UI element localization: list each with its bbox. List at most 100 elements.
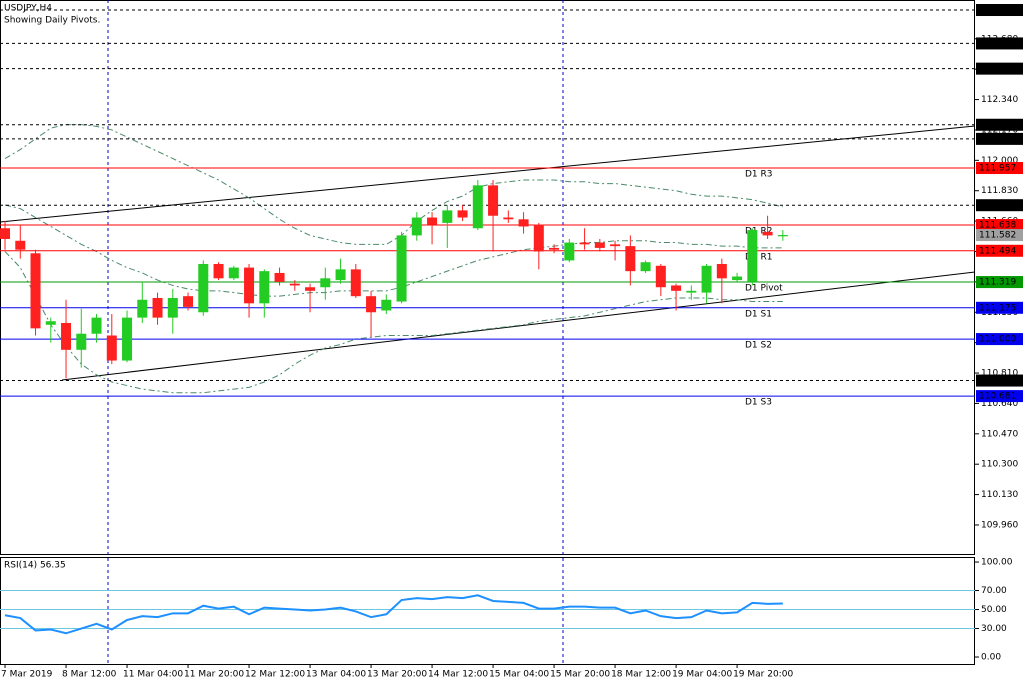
symbol-title: USDJPY,H4 [4, 4, 52, 14]
y-tick-label: 0.00 [981, 653, 1001, 663]
candle-body [701, 265, 712, 293]
candle-body [777, 235, 788, 237]
rsi-line [4, 594, 783, 635]
candle-body [350, 269, 361, 297]
pivot-label: 111.319 [979, 278, 1016, 288]
x-tick-label: 19 Mar 04:00 [672, 670, 732, 680]
candle-body [183, 296, 194, 307]
level-box [976, 132, 1023, 145]
candle-body [625, 246, 636, 272]
x-tick-label: 11 Mar 20:00 [184, 670, 244, 680]
candle-body [244, 267, 255, 304]
subtitle: Showing Daily Pivots. [4, 16, 100, 26]
candle-body [442, 210, 453, 223]
candle-body [122, 317, 133, 361]
y-tick-label: 50.00 [981, 605, 1007, 615]
pivot-label: D1 S3 [745, 398, 772, 408]
x-tick-label: 15 Mar 20:00 [550, 670, 610, 680]
candle-body [213, 264, 224, 279]
candle-body [152, 297, 163, 318]
candle-body [106, 335, 117, 361]
x-tick-label: 7 Mar 2019 [1, 670, 53, 680]
pivot-label: D1 Pivot [745, 284, 783, 294]
x-tick-label: 15 Mar 04:00 [489, 670, 549, 680]
x-tick-label: 14 Mar 12:00 [428, 670, 488, 680]
x-tick-label: 13 Mar 04:00 [306, 670, 366, 680]
pivot-label: D1 R2 [745, 227, 773, 237]
y-tick-label: 110.130 [981, 490, 1018, 500]
pivot-label: D1 R1 [745, 252, 773, 262]
candle-body [732, 276, 743, 281]
main-frame [0, 0, 975, 555]
level-label: 112.120 [979, 134, 1016, 144]
candle-body [30, 253, 41, 329]
candle-body [594, 242, 605, 248]
pivot-box [976, 333, 1023, 346]
candle-body [366, 296, 377, 313]
pivot-label: D1 S2 [745, 341, 772, 351]
candle-body [533, 224, 544, 252]
rsi-title: RSI(14) 56.35 [4, 561, 66, 571]
level-box [976, 62, 1023, 75]
level-label: 111.749 [979, 201, 1016, 211]
level-box [976, 374, 1023, 387]
y-tick-label: 110.640 [981, 399, 1018, 409]
candle-body [640, 262, 651, 272]
level-label: 112.513 [979, 64, 1016, 74]
candle-body [579, 242, 590, 245]
candle-body [91, 317, 102, 334]
candle-body [671, 285, 682, 291]
candle-body [274, 272, 285, 282]
candle-body [457, 210, 468, 218]
y-tick-label: 30.00 [981, 624, 1007, 634]
pivot-label: D1 R3 [745, 170, 773, 180]
y-tick-label: 110.470 [981, 429, 1018, 439]
candle-body [396, 235, 407, 302]
x-tick-label: 13 Mar 20:00 [367, 670, 427, 680]
candle-body [320, 278, 331, 288]
candle-body [289, 283, 300, 286]
candle-body [305, 287, 316, 291]
candle-body [655, 265, 666, 288]
candle-body [259, 271, 270, 304]
x-tick-label: 19 Mar 20:00 [733, 670, 793, 680]
trend-line [61, 271, 976, 381]
y-tick-label: 70.00 [981, 586, 1007, 596]
rsi-frame [0, 557, 975, 665]
pivot-label: D1 S1 [745, 309, 772, 319]
band-line [4, 124, 783, 245]
candle-body [549, 247, 560, 250]
level-label: 110.768 [979, 376, 1016, 386]
pivot-label: 111.000 [979, 335, 1016, 345]
candle-body [427, 217, 438, 225]
y-tick-label: 111.830 [981, 186, 1018, 196]
candle-body [15, 240, 26, 250]
last-price-label: 111.582 [979, 231, 1016, 241]
candle-body [472, 185, 483, 229]
pivot-label: 111.494 [979, 246, 1016, 256]
trend-line [0, 125, 976, 223]
pivot-box [976, 244, 1023, 257]
candle-body [564, 242, 575, 261]
last-price-box [976, 229, 1023, 242]
y-tick-label: 110.810 [981, 369, 1018, 379]
candle-body [45, 321, 56, 325]
level-label: 112.841 [979, 6, 1016, 16]
pivot-label: 111.638 [979, 221, 1016, 231]
band-line [4, 204, 783, 297]
pivot-box [976, 301, 1023, 314]
candle-body [198, 264, 209, 313]
candle-body [228, 267, 239, 279]
y-tick-label: 110.300 [981, 460, 1018, 470]
candle-body [137, 299, 148, 318]
candle-body [747, 230, 758, 282]
level-box [976, 118, 1023, 131]
candle-body [518, 219, 529, 227]
level-label: 112.654 [979, 39, 1016, 49]
candle-body [488, 185, 499, 216]
y-tick-label: 112.000 [981, 156, 1018, 166]
candle-body [610, 244, 621, 247]
pivot-box [976, 219, 1023, 232]
candle-body [411, 217, 422, 236]
